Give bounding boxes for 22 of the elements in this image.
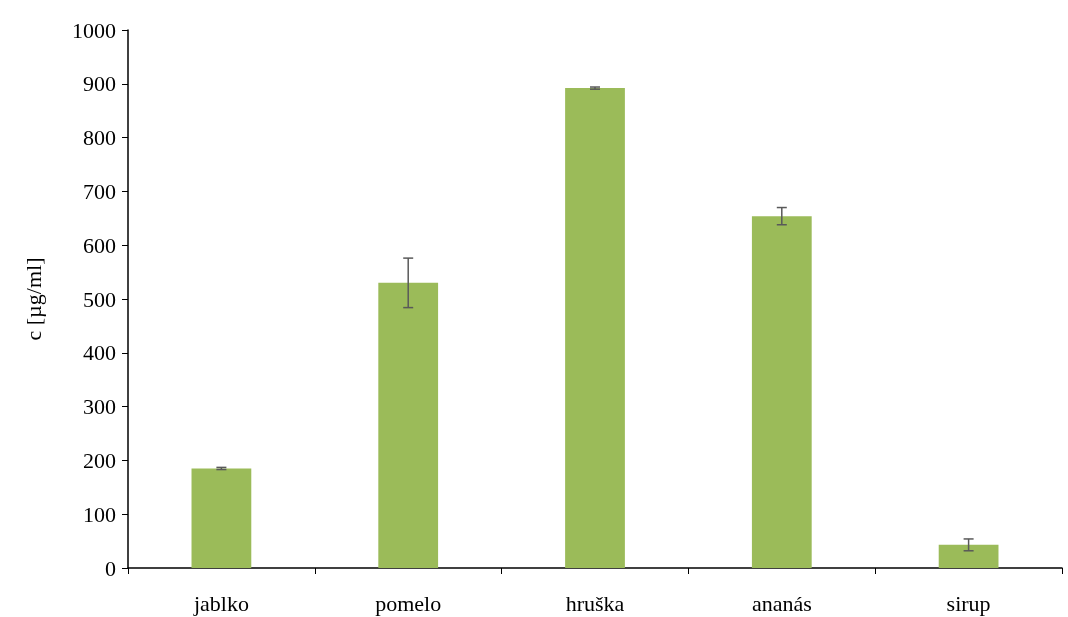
y-tick-label: 0 [105, 555, 116, 581]
bar [378, 282, 439, 568]
y-tick-label: 700 [83, 178, 116, 204]
y-tick-label: 800 [83, 125, 116, 151]
x-tick-label: hruška [565, 590, 625, 616]
y-tick-label: 500 [83, 286, 116, 312]
x-tick-label: jablko [192, 590, 249, 616]
bar [565, 88, 625, 568]
y-tick-label: 600 [83, 232, 116, 258]
bar [938, 544, 999, 568]
y-axis-title: c [µg/ml] [20, 257, 46, 341]
y-tick-label: 1000 [72, 17, 116, 43]
bar [751, 216, 812, 568]
y-tick-label: 300 [83, 394, 116, 420]
bar [191, 468, 252, 568]
x-tick-label: ananás [751, 590, 812, 616]
x-tick-label: sirup [946, 590, 991, 616]
y-tick-label: 200 [83, 447, 116, 473]
y-tick-label: 400 [83, 340, 116, 366]
y-tick-label: 900 [83, 71, 116, 97]
x-tick-label: pomelo [375, 590, 442, 616]
y-tick-label: 100 [83, 501, 116, 527]
